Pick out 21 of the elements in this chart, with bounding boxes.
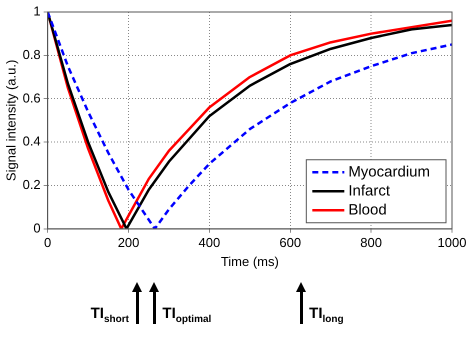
x-tick-label: 0 xyxy=(44,235,52,250)
legend-label: Infarct xyxy=(348,182,391,200)
text: TI$_{short}$ xyxy=(90,305,129,325)
line-series xyxy=(48,12,452,229)
legend-label: Blood xyxy=(348,201,387,218)
x-tick-label: 200 xyxy=(118,235,140,250)
text: TI$_{long}$ xyxy=(309,305,344,325)
x-tick-label: 1000 xyxy=(438,235,466,250)
x-tick-label: 400 xyxy=(198,235,220,250)
y-tick-label: 0.8 xyxy=(22,46,41,62)
legend-label: Myocardium xyxy=(348,163,430,180)
y-tick-label: 0.4 xyxy=(22,134,41,149)
x-tick-label: 600 xyxy=(279,235,302,250)
y-tick-label: 0.6 xyxy=(22,90,41,106)
y-axis-title: Signal intensity (a.u.) xyxy=(3,60,18,182)
x-tick-label: 800 xyxy=(360,235,382,250)
y-tick-label: 0 xyxy=(33,220,41,236)
x-axis-title: Time (ms) xyxy=(220,254,279,269)
text: TI$_{optimal}$ xyxy=(162,305,212,325)
y-tick-label: 0.2 xyxy=(22,177,41,192)
y-tick-label: 1 xyxy=(33,4,41,19)
